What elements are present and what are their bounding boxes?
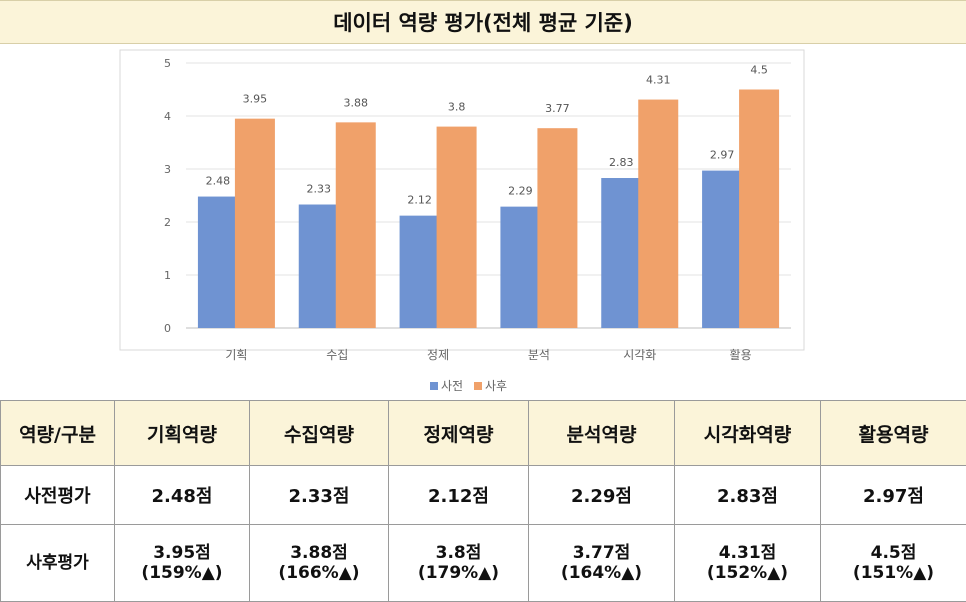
bar-post <box>537 128 577 328</box>
legend-swatch <box>430 382 438 390</box>
table-header-cell: 활용역량 <box>821 401 966 466</box>
table-header-cell: 분석역량 <box>529 401 675 466</box>
legend-swatch <box>474 382 482 390</box>
data-label: 2.97 <box>710 149 735 162</box>
bar-pre <box>198 197 238 328</box>
pre-value-cell: 2.48점 <box>115 466 250 525</box>
y-tick-label: 1 <box>164 269 171 282</box>
post-change: (166%▲) <box>278 563 359 583</box>
table-header-cell: 정제역량 <box>389 401 529 466</box>
post-value: 3.77점 <box>573 543 631 563</box>
table-header-cell: 시각화역량 <box>675 401 821 466</box>
bar-post <box>235 119 275 328</box>
pre-value-cell: 2.97점 <box>821 466 966 525</box>
x-tick-label: 기획 <box>225 348 247 362</box>
data-label: 2.48 <box>206 175 231 188</box>
post-value: 3.95점 <box>153 543 211 563</box>
bar-post <box>437 127 477 328</box>
page-title: 데이터 역량 평가(전체 평균 기준) <box>0 0 966 44</box>
post-value: 3.8점 <box>436 543 482 563</box>
x-tick-label: 분석 <box>528 348 550 362</box>
data-label: 2.29 <box>508 185 533 198</box>
y-tick-label: 0 <box>164 322 171 335</box>
y-tick-label: 2 <box>164 216 171 229</box>
y-tick-label: 4 <box>164 110 171 123</box>
legend-label: 사후 <box>485 379 507 393</box>
data-label: 2.33 <box>307 183 332 196</box>
post-value-cell: 4.31점(152%▲) <box>675 525 821 602</box>
bar-pre <box>299 205 339 328</box>
post-value: 4.31점 <box>719 543 777 563</box>
post-value: 3.88점 <box>290 543 348 563</box>
post-value: 4.5점 <box>871 543 917 563</box>
bar-post <box>336 122 376 328</box>
pre-value-cell: 2.83점 <box>675 466 821 525</box>
bar-chart: 0 1 2 3 4 5 2.48 3.95 기획 2.33 3.88 수집 2.12 3.8 정제 2.29 3… <box>0 44 966 400</box>
data-label: 3.88 <box>344 96 369 109</box>
post-change: (152%▲) <box>707 563 788 583</box>
pre-value-cell: 2.33점 <box>250 466 389 525</box>
bar-post <box>739 90 779 329</box>
data-label: 3.77 <box>545 102 570 115</box>
post-value-cell: 3.88점(166%▲) <box>250 525 389 602</box>
post-value-cell: 3.77점(164%▲) <box>529 525 675 602</box>
table-header-cell: 기획역량 <box>115 401 250 466</box>
post-value-cell: 4.5점(151%▲) <box>821 525 966 602</box>
row-label: 사전평가 <box>1 466 115 525</box>
legend-label: 사전 <box>441 379 463 393</box>
summary-table: 역량/구분 기획역량 수집역량 정제역량 분석역량 시각화역량 활용역량 사전평… <box>0 400 966 602</box>
bar-post <box>638 100 678 328</box>
y-tick-label: 5 <box>164 57 171 70</box>
pre-value-cell: 2.12점 <box>389 466 529 525</box>
y-tick-label: 3 <box>164 163 171 176</box>
table-header-row: 역량/구분 기획역량 수집역량 정제역량 분석역량 시각화역량 활용역량 <box>1 401 966 466</box>
data-label: 3.95 <box>243 93 268 106</box>
bar-pre <box>500 207 540 328</box>
post-change: (151%▲) <box>853 563 934 583</box>
data-label: 4.31 <box>646 74 671 87</box>
pre-value-cell: 2.29점 <box>529 466 675 525</box>
table-row: 사전평가 2.48점 2.33점 2.12점 2.29점 2.83점 2.97점 <box>1 466 966 525</box>
data-label: 3.8 <box>448 101 466 114</box>
data-label: 2.12 <box>407 194 432 207</box>
post-value-cell: 3.8점(179%▲) <box>389 525 529 602</box>
bar-pre <box>601 178 641 328</box>
bar-pre <box>702 171 742 328</box>
data-label: 2.83 <box>609 156 634 169</box>
x-tick-label: 정제 <box>427 348 449 362</box>
x-tick-label: 활용 <box>730 348 752 362</box>
post-change: (159%▲) <box>141 563 222 583</box>
table-corner-cell: 역량/구분 <box>1 401 115 466</box>
data-label: 4.5 <box>750 64 768 77</box>
table-header-cell: 수집역량 <box>250 401 389 466</box>
x-tick-label: 수집 <box>326 348 348 362</box>
post-value-cell: 3.95점(159%▲) <box>115 525 250 602</box>
post-change: (179%▲) <box>418 563 499 583</box>
table-row: 사후평가 3.95점(159%▲) 3.88점(166%▲) 3.8점(179%… <box>1 525 966 602</box>
x-tick-label: 시각화 <box>623 348 656 362</box>
post-change: (164%▲) <box>561 563 642 583</box>
bar-pre <box>400 216 440 328</box>
row-label: 사후평가 <box>1 525 115 602</box>
